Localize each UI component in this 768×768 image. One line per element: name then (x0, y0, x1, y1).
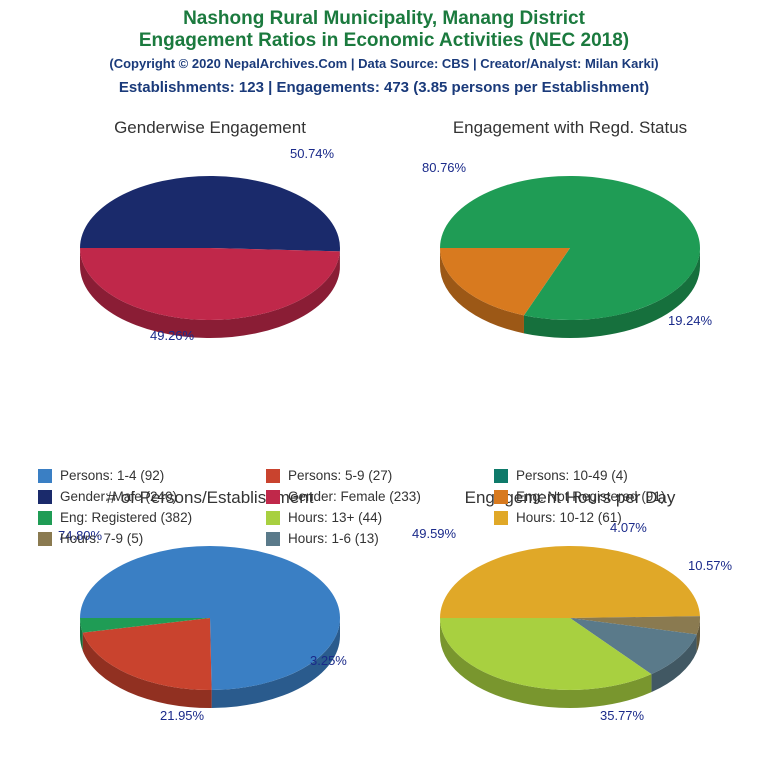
legend-label: Eng: Registered (382) (60, 510, 192, 525)
legend-label: Hours: 10-12 (61) (516, 510, 622, 525)
legend: Persons: 1-4 (92) Persons: 5-9 (27) Person… (38, 468, 738, 546)
legend-swatch (38, 511, 52, 525)
legend-label: Gender: Female (233) (288, 489, 421, 504)
legend-swatch (494, 469, 508, 483)
legend-swatch (266, 511, 280, 525)
legend-label: Eng: Not Registered (91) (516, 489, 665, 504)
legend-label: Gender: Male (240) (60, 489, 177, 504)
pie-svg (40, 128, 380, 368)
pie-chart: Genderwise Engagement50.74%49.26% (40, 118, 380, 328)
stats-line: Establishments: 123 | Engagements: 473 (… (0, 79, 768, 96)
legend-label: Hours: 7-9 (5) (60, 531, 143, 546)
slice-label: 21.95% (160, 708, 204, 723)
legend-item: Gender: Male (240) (38, 489, 258, 504)
copyright: (Copyright © 2020 NepalArchives.Com | Da… (0, 56, 768, 71)
slice-label: 35.77% (600, 708, 644, 723)
legend-item: Hours: 1-6 (13) (266, 531, 486, 546)
legend-item: Gender: Female (233) (266, 489, 486, 504)
legend-item: Hours: 10-12 (61) (494, 510, 714, 525)
legend-label: Persons: 5-9 (27) (288, 468, 392, 483)
pie-chart: Engagement with Regd. Status80.76%19.24% (400, 118, 740, 328)
legend-item: Hours: 13+ (44) (266, 510, 486, 525)
slice-label: 80.76% (422, 160, 466, 175)
legend-item: Eng: Not Registered (91) (494, 489, 714, 504)
chart-grid: Genderwise Engagement50.74%49.26%Engagem… (0, 118, 768, 768)
title-line1: Nashong Rural Municipality, Manang Distr… (0, 8, 768, 30)
legend-swatch (494, 490, 508, 504)
pie-slice (440, 546, 700, 618)
slice-label: 10.57% (688, 558, 732, 573)
slice-label: 19.24% (668, 313, 712, 328)
legend-swatch (38, 469, 52, 483)
title-line2: Engagement Ratios in Economic Activities… (0, 30, 768, 52)
legend-swatch (38, 532, 52, 546)
legend-swatch (266, 469, 280, 483)
legend-swatch (266, 532, 280, 546)
legend-label: Hours: 1-6 (13) (288, 531, 379, 546)
legend-swatch (38, 490, 52, 504)
slice-label: 3.25% (310, 653, 347, 668)
slice-label: 49.26% (150, 328, 194, 343)
legend-swatch (266, 490, 280, 504)
legend-label: Persons: 1-4 (92) (60, 468, 164, 483)
legend-item: Persons: 5-9 (27) (266, 468, 486, 483)
legend-item: Hours: 7-9 (5) (38, 531, 258, 546)
legend-label: Persons: 10-49 (4) (516, 468, 628, 483)
pie-slice (80, 176, 340, 251)
slice-label: 50.74% (290, 146, 334, 161)
legend-item: Persons: 10-49 (4) (494, 468, 714, 483)
legend-swatch (494, 511, 508, 525)
legend-item: Eng: Registered (382) (38, 510, 258, 525)
legend-item: Persons: 1-4 (92) (38, 468, 258, 483)
legend-label: Hours: 13+ (44) (288, 510, 382, 525)
header: Nashong Rural Municipality, Manang Distr… (0, 0, 768, 96)
